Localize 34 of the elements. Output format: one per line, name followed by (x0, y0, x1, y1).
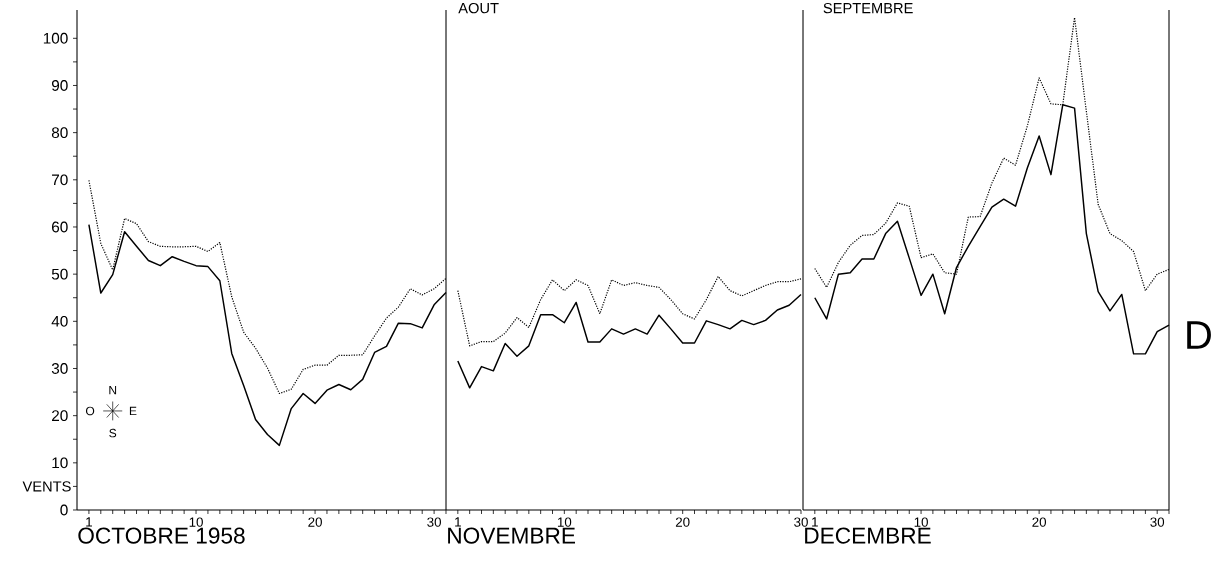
x-axis-title: NOVEMBRE (448, 527, 576, 544)
y-tick-label: 50 (51, 268, 68, 280)
annotation: O (85, 406, 95, 416)
y-tick-label: 70 (52, 174, 68, 186)
x-tick-label: 1 (812, 517, 818, 527)
y-tick-label: 40 (51, 315, 68, 327)
annotation: E (129, 406, 137, 416)
text: D (1187, 321, 1211, 349)
x-tick-label: 10 (557, 517, 572, 527)
x-tick-label: 30 (794, 517, 808, 527)
y-tick-label: 100 (43, 32, 68, 44)
x-tick-label: 30 (427, 517, 441, 527)
x-tick-label: 1 (86, 517, 92, 527)
y-tick-label: 20 (52, 410, 68, 422)
text: VENTS (22, 481, 71, 492)
x-tick-label: 1 (455, 517, 461, 527)
y-tick-label: 10 (52, 457, 68, 469)
y-tick-label: 90 (51, 80, 68, 91)
x-axis-title: DECEMBRE (805, 527, 931, 544)
annotation: SEPTEMBRE (823, 2, 913, 14)
x-tick-label: 20 (675, 517, 690, 527)
y-tick-label: 80 (51, 127, 68, 139)
x-tick-label: 20 (1032, 517, 1047, 527)
x-tick-label: 10 (914, 517, 928, 527)
x-tick-label: 10 (189, 517, 203, 527)
annotation: AOUT (458, 2, 499, 14)
x-tick-label: 30 (1150, 517, 1165, 527)
annotation: N (109, 386, 117, 395)
x-axis-title: OCTOBRE 1958 (78, 527, 245, 544)
y-tick-label: 0 (60, 504, 68, 516)
y-tick-label: 30 (51, 363, 68, 374)
x-tick-label: 20 (308, 517, 322, 527)
y-tick-label: 60 (52, 221, 68, 233)
annotation: S (109, 428, 117, 438)
